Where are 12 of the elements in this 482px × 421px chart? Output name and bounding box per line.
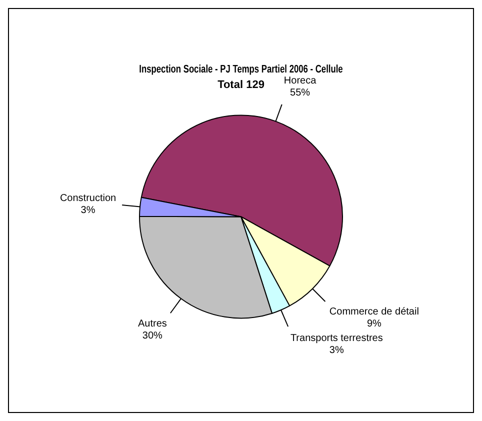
slice-label: Autres [138,318,167,330]
data-label: 3% [80,205,96,216]
data-label: 9% [366,318,382,330]
chart-subtitle: Total 129 [218,78,264,91]
chart-title: Inspection Sociale - PJ Temps Partiel 2006 - Cellule [139,64,344,76]
slice-label: Transports terrestres [290,332,383,344]
slice-label: Commerce de détail [329,306,419,318]
data-label: 55% [290,88,310,99]
slice-label: Construction [60,193,116,204]
data-label: 30% [142,330,163,342]
slice-label: Horeca [284,76,317,87]
data-label: 3% [329,344,344,356]
